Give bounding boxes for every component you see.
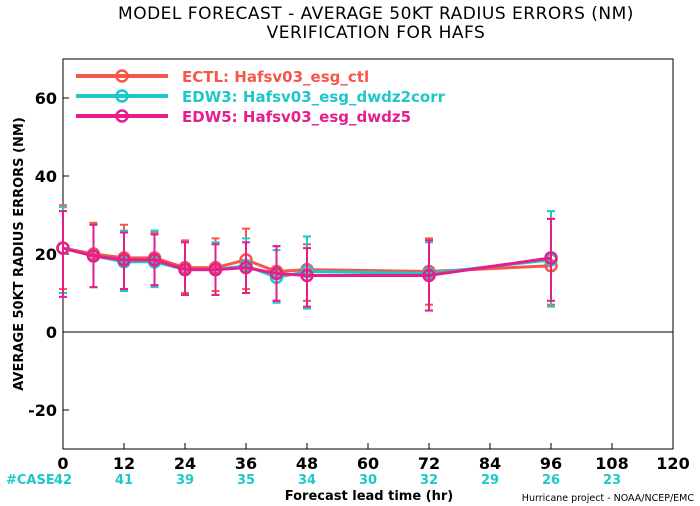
x-tick-label: 84: [479, 454, 501, 473]
data-point: [239, 260, 253, 275]
data-point: [178, 262, 192, 277]
data-point: [147, 253, 162, 267]
data-point: [422, 268, 436, 283]
legend-label: ECTL: Hafsv03_esg_ctl: [182, 68, 369, 86]
legend-swatch-marker: [115, 89, 129, 103]
x-axis-label: Forecast lead time (hr): [285, 489, 453, 504]
legend: ECTL: Hafsv03_esg_ctl EDW3: Hafsv03_esg_d…: [76, 68, 446, 126]
legend-item-2: EDW5: Hafsv03_esg_dwdz5: [76, 108, 411, 126]
legend-swatch-marker: [115, 109, 129, 123]
y-tick-label: -20: [28, 401, 57, 420]
chart-subtitle: VERIFICATION FOR HAFS: [267, 23, 486, 43]
data-point: [56, 241, 70, 255]
case-count: 41: [115, 473, 133, 488]
series-2: [56, 210, 558, 312]
case-count: 35: [237, 473, 255, 488]
data-point: [117, 253, 131, 267]
legend-item-1: EDW3: Hafsv03_esg_dwdz2corr: [76, 88, 446, 106]
chart-title: MODEL FORECAST - AVERAGE 50KT RADIUS ERR…: [118, 4, 634, 24]
data-point: [300, 268, 314, 283]
y-tick-label: 40: [35, 167, 57, 186]
x-tick-label: 36: [235, 454, 257, 473]
x-tick-label: 60: [357, 454, 379, 473]
y-axis: -20 0 20 40 60: [28, 89, 69, 420]
y-tick-label: 20: [35, 245, 57, 264]
y-tick-label: 0: [46, 323, 57, 342]
case-label: #CASE: [6, 473, 55, 488]
data-point: [208, 262, 223, 277]
y-axis-label: AVERAGE 50KT RADIUS ERRORS (NM): [12, 117, 27, 391]
data-point: [269, 266, 284, 281]
x-tick-label: 24: [174, 454, 196, 473]
x-tick-label: 96: [540, 454, 562, 473]
x-tick-label: 48: [296, 454, 318, 473]
case-count: 26: [542, 473, 560, 488]
case-counts-row: #CASE 42 41 39 35 34 30 32 29 26 23: [6, 473, 621, 488]
case-count: 29: [481, 473, 499, 488]
x-axis: 0 12 24 36 48 60 72 84 96 108 120: [57, 443, 690, 473]
x-tick-label: 120: [656, 454, 689, 473]
y-tick-label: 60: [35, 89, 57, 108]
data-point: [544, 251, 558, 265]
case-count: 42: [54, 473, 72, 488]
legend-label: EDW5: Hafsv03_esg_dwdz5: [182, 108, 411, 126]
x-tick-label: 12: [113, 454, 135, 473]
x-tick-label: 72: [418, 454, 440, 473]
case-count: 39: [176, 473, 194, 488]
case-count: 34: [298, 473, 316, 488]
case-count: 30: [359, 473, 377, 488]
case-count: 23: [603, 473, 621, 488]
legend-item-0: ECTL: Hafsv03_esg_ctl: [76, 68, 369, 86]
credit-text: Hurricane project - NOAA/NCEP/EMC: [522, 493, 695, 504]
x-tick-label: 0: [57, 454, 68, 473]
x-tick-label: 108: [595, 454, 628, 473]
data-point: [86, 249, 101, 263]
series-group: [56, 204, 558, 312]
case-count: 32: [420, 473, 438, 488]
legend-swatch-marker: [115, 69, 129, 83]
legend-label: EDW3: Hafsv03_esg_dwdz2corr: [182, 88, 446, 106]
